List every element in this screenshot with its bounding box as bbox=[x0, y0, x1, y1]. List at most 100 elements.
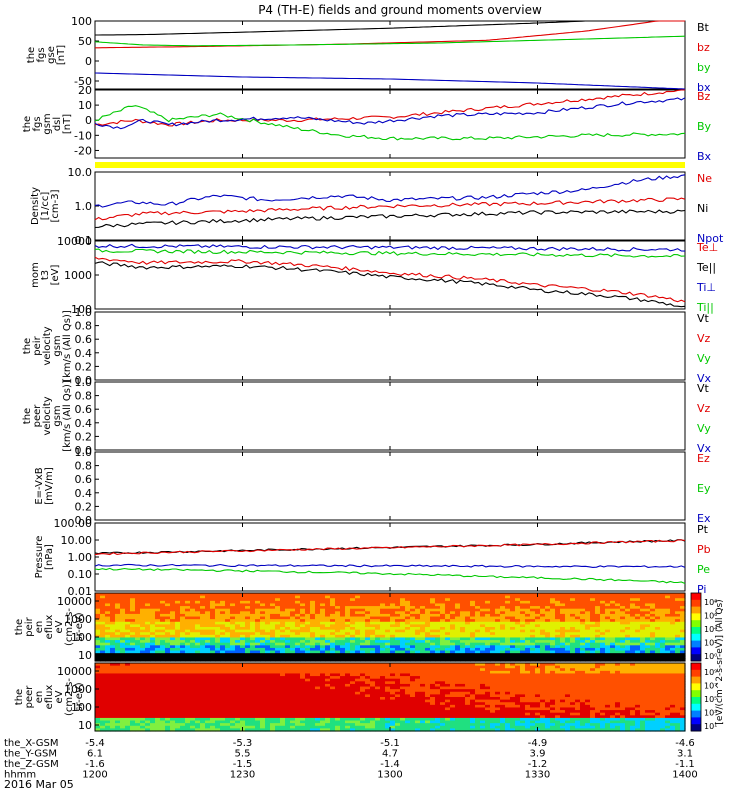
heatmap-cell bbox=[675, 629, 681, 633]
heatmap-cell bbox=[305, 627, 311, 631]
heatmap-cell bbox=[125, 600, 131, 605]
heatmap-cell bbox=[130, 600, 136, 605]
heatmap-cell bbox=[495, 658, 501, 662]
heatmap-cell bbox=[445, 653, 451, 657]
heatmap-cell bbox=[140, 611, 146, 615]
heatmap-cell bbox=[475, 634, 481, 639]
heatmap-cell bbox=[115, 603, 121, 607]
heatmap-cell bbox=[570, 598, 576, 602]
heatmap-cell bbox=[220, 723, 226, 727]
heatmap-cell bbox=[220, 704, 226, 709]
heatmap-cell bbox=[375, 621, 381, 625]
heatmap-cell bbox=[265, 697, 271, 701]
heatmap-cell bbox=[145, 650, 151, 654]
heatmap-cell bbox=[155, 655, 161, 659]
heatmap-cell bbox=[295, 627, 301, 631]
heatmap-cell bbox=[305, 624, 311, 628]
heatmap-cell bbox=[565, 619, 571, 623]
heatmap-cell bbox=[490, 647, 496, 652]
heatmap-cell bbox=[585, 637, 591, 641]
heatmap-cell bbox=[265, 613, 271, 618]
heatmap-cell bbox=[110, 655, 116, 659]
heatmap-cell bbox=[320, 606, 326, 610]
heatmap-cell bbox=[560, 619, 566, 623]
heatmap-cell bbox=[505, 637, 511, 641]
heatmap-cell bbox=[110, 629, 116, 633]
heatmap-cell bbox=[340, 678, 346, 682]
heatmap-cell bbox=[665, 616, 671, 620]
heatmap-cell bbox=[335, 720, 341, 724]
heatmap-cell bbox=[195, 683, 201, 688]
heatmap-cell bbox=[325, 640, 331, 644]
heatmap-cell bbox=[595, 650, 601, 654]
heatmap-cell bbox=[330, 655, 336, 659]
heatmap-cell bbox=[115, 710, 121, 714]
heatmap-cell bbox=[315, 642, 321, 646]
heatmap-cell bbox=[235, 650, 241, 654]
heatmap-cell bbox=[390, 647, 396, 652]
heatmap-cell bbox=[505, 595, 511, 599]
heatmap-cell bbox=[370, 673, 376, 677]
heatmap-cell bbox=[140, 629, 146, 633]
heatmap-cell bbox=[395, 634, 401, 639]
heatmap-cell bbox=[450, 598, 456, 602]
heatmap-cell bbox=[335, 642, 341, 646]
heatmap-cell bbox=[345, 655, 351, 659]
heatmap-cell bbox=[550, 598, 556, 602]
y-tick-label: 10 bbox=[78, 99, 92, 112]
heatmap-cell bbox=[95, 725, 101, 729]
heatmap-cell bbox=[225, 699, 231, 703]
heatmap-cell bbox=[565, 637, 571, 641]
heatmap-cell bbox=[355, 686, 361, 690]
heatmap-cell bbox=[280, 619, 286, 623]
heatmap-cell bbox=[665, 608, 671, 612]
y-axis-label: the bbox=[26, 47, 37, 63]
heatmap-cell bbox=[190, 632, 196, 636]
legend-label: Ni bbox=[697, 202, 708, 215]
heatmap-cell bbox=[485, 595, 491, 599]
heatmap-cell bbox=[205, 665, 211, 669]
heatmap-cell bbox=[310, 658, 316, 662]
heatmap-cell bbox=[275, 611, 281, 615]
heatmap-cell bbox=[310, 608, 316, 612]
heatmap-cell bbox=[140, 608, 146, 612]
heatmap-cell bbox=[285, 653, 291, 657]
heatmap-cell bbox=[235, 663, 241, 667]
heatmap-cell bbox=[240, 723, 246, 727]
heatmap-cell bbox=[560, 598, 566, 602]
heatmap-cell bbox=[305, 678, 311, 682]
heatmap-cell bbox=[575, 616, 581, 620]
heatmap-cell bbox=[325, 606, 331, 610]
heatmap-cell bbox=[270, 619, 276, 623]
heatmap-cell bbox=[660, 608, 666, 612]
heatmap-cell bbox=[310, 634, 316, 639]
heatmap-cell bbox=[120, 624, 126, 628]
heatmap-cell bbox=[620, 647, 626, 652]
heatmap-cell bbox=[555, 658, 561, 662]
heatmap-cell bbox=[565, 621, 571, 625]
heatmap-cell bbox=[115, 624, 121, 628]
heatmap-cell bbox=[225, 608, 231, 612]
heatmap-cell bbox=[340, 655, 346, 659]
heatmap-cell bbox=[225, 725, 231, 729]
heatmap-cell bbox=[625, 606, 631, 610]
heatmap-cell bbox=[565, 658, 571, 662]
heatmap-cell bbox=[630, 640, 636, 644]
heatmap-cell bbox=[215, 650, 221, 654]
heatmap-cell bbox=[240, 676, 246, 680]
heatmap-cell bbox=[350, 691, 356, 695]
heatmap-cell bbox=[150, 715, 156, 719]
heatmap-cell bbox=[595, 619, 601, 623]
heatmap-cell bbox=[140, 728, 146, 732]
heatmap-cell bbox=[255, 707, 261, 711]
y-tick-label: 1.0 bbox=[75, 306, 93, 319]
heatmap-cell bbox=[225, 715, 231, 719]
heatmap-cell bbox=[180, 676, 186, 680]
heatmap-cell bbox=[315, 707, 321, 711]
heatmap-cell bbox=[570, 611, 576, 615]
heatmap-cell bbox=[225, 593, 231, 597]
heatmap-cell bbox=[610, 619, 616, 623]
heatmap-cell bbox=[340, 704, 346, 709]
heatmap-cell bbox=[310, 616, 316, 620]
heatmap-cell bbox=[495, 640, 501, 644]
